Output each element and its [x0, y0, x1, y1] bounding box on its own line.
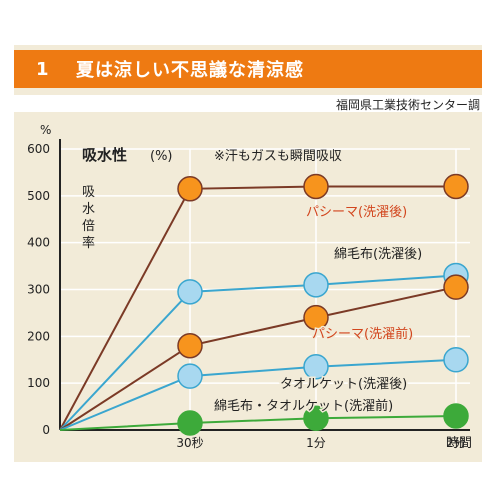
data-point: [443, 347, 469, 373]
series-line: [59, 414, 457, 431]
y-axis-label: 吸水倍率: [82, 185, 95, 251]
data-point: [303, 304, 329, 331]
x-tick-label: 2分: [446, 436, 466, 450]
series-label: パシーマ(洗濯前): [312, 326, 413, 342]
data-point: [443, 173, 469, 200]
series-line: [59, 286, 457, 431]
y-tick-label: 100: [27, 376, 50, 390]
series-line: [59, 358, 457, 431]
data-point: [177, 410, 203, 436]
series-label: タオルケット(洗濯後): [280, 377, 407, 392]
y-tick-label: 200: [27, 329, 50, 343]
chart-title-unit: (%): [150, 149, 173, 164]
data-point: [177, 176, 203, 202]
x-axis-label: 時間: [446, 436, 472, 451]
x-tick-label: 30秒: [176, 436, 203, 450]
series-label: 綿毛布・タオルケット(洗濯前): [214, 398, 393, 414]
x-tick-label: 1分: [306, 436, 326, 450]
data-point: [177, 363, 203, 389]
y-tick-label: 300: [27, 283, 50, 297]
y-tick-label: 400: [27, 236, 50, 250]
y-tick-label: 600: [27, 142, 50, 156]
series-line: [59, 185, 456, 431]
data-point: [303, 405, 329, 432]
chart-panel: [14, 112, 482, 462]
y-tick-label: 500: [27, 189, 50, 203]
data-point: [303, 354, 329, 380]
y-unit: %: [40, 123, 51, 137]
title-banner: 1 夏は涼しい不思議な清涼感: [14, 50, 482, 88]
series-line: [59, 274, 457, 431]
data-point: [303, 272, 329, 298]
chart-title: 吸水性: [82, 146, 127, 164]
data-point: [177, 279, 203, 305]
data-point: [303, 173, 329, 200]
series-label: 綿毛布(洗濯後): [334, 247, 422, 262]
banner-number: 1: [36, 58, 49, 80]
banner-title: 夏は涼しい不思議な清涼感: [76, 60, 304, 81]
y-tick-label: 0: [42, 423, 50, 437]
series-label: パシーマ(洗濯後): [306, 205, 407, 220]
data-point: [443, 403, 469, 429]
data-point: [177, 332, 203, 359]
chart-note: ※汗もガスも瞬間吸収: [214, 149, 342, 164]
source-credit: 福岡県工業技術センター調: [335, 98, 480, 112]
data-point: [443, 274, 469, 300]
